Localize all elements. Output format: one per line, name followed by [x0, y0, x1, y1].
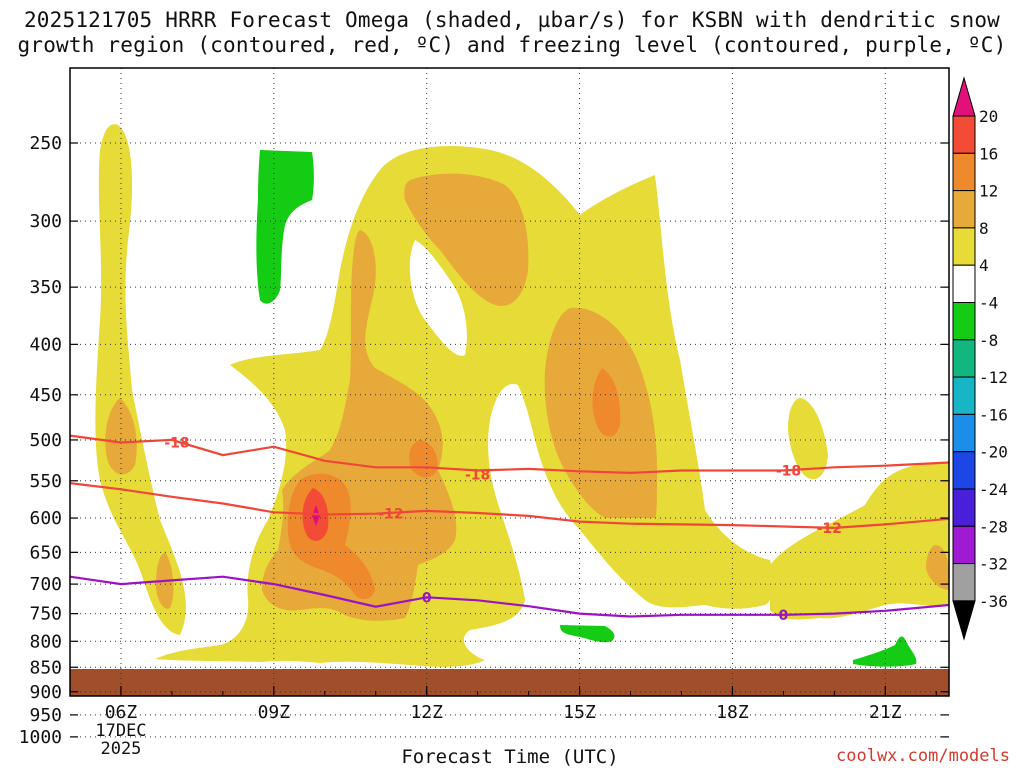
x-tick-label-18Z: 18Z — [716, 702, 749, 723]
y-tick-label-250: 250 — [29, 133, 62, 154]
y-tick-label-450: 450 — [29, 385, 62, 406]
omega-area-orange-right — [592, 368, 621, 437]
isotherm-label--18: -18 — [164, 436, 189, 452]
x-tick-sublabel-0: 17DEC — [95, 721, 146, 741]
omega-area-yellow-right-lower — [770, 462, 949, 620]
contour-lines — [70, 434, 949, 618]
isotherm-label--18: -18 — [776, 464, 801, 480]
plot-frame — [69, 67, 950, 697]
omega-area-magenta — [312, 505, 320, 526]
colorbar-band — [952, 115, 976, 154]
y-axis: 250 300 350 400 450 500 550 600 650 700 750 800 850 9… — [19, 133, 949, 748]
colorbar-label: -32 — [979, 555, 1008, 574]
colorbar-label: -20 — [979, 443, 1008, 462]
colorbar-label: -8 — [979, 331, 998, 350]
omega-area-yellow-left-column — [95, 124, 186, 636]
chart-title-line2: growth region (contoured, red, ºC) and f… — [17, 33, 1007, 57]
isotherm-label-0: 0 — [779, 608, 789, 624]
colorbar: 20 16 12 8 4 -4 -8 -12 -16 -20 -24 -28 -32 -36 — [952, 76, 1008, 641]
omega-shading — [70, 124, 949, 696]
y-tick-label-800: 800 — [29, 631, 62, 652]
x-tick-label-06Z: 06Z — [105, 702, 138, 723]
y-tick-label-1000: 1000 — [19, 727, 62, 748]
isotherm-line--12-1 — [70, 482, 949, 530]
colorbar-label: -4 — [979, 294, 998, 313]
isotherm-label--12: -12 — [378, 507, 403, 523]
ground-surface — [70, 669, 949, 696]
y-tick-label-900: 900 — [29, 682, 62, 703]
y-tick-label-650: 650 — [29, 542, 62, 563]
chart-title-line1: 2025121705 HRRR Forecast Omega (shaded, … — [23, 8, 1001, 32]
x-tick-label-15Z: 15Z — [563, 702, 596, 723]
colorbar-label: 8 — [979, 219, 989, 238]
omega-area-tan-top — [404, 173, 529, 306]
colorbar-band — [952, 563, 976, 602]
omega-area-green-bottom-right — [853, 636, 917, 667]
colorbar-label: 12 — [979, 182, 998, 201]
colorbar-band — [952, 190, 976, 229]
colorbar-label: -24 — [979, 480, 1008, 499]
colorbar-band — [952, 376, 976, 415]
colorbar-label: 20 — [979, 107, 998, 126]
colorbar-label: -12 — [979, 368, 1008, 387]
colorbar-band — [952, 488, 976, 527]
omega-area-green-bottom-center — [560, 625, 615, 643]
colorbar-band — [952, 525, 976, 565]
colorbar-band — [952, 152, 976, 192]
y-tick-label-700: 700 — [29, 574, 62, 595]
colorbar-bottom-arrow — [952, 600, 976, 641]
colorbar-label: -16 — [979, 405, 1008, 424]
y-tick-label-300: 300 — [29, 211, 62, 232]
x-tick-label-12Z: 12Z — [410, 702, 443, 723]
y-tick-label-550: 550 — [29, 471, 62, 492]
isotherm-label--18: -18 — [465, 467, 490, 483]
isotherm-line--18-0 — [70, 434, 949, 475]
colorbar-band — [952, 227, 976, 266]
y-tick-label-750: 750 — [29, 604, 62, 625]
y-tick-label-500: 500 — [29, 430, 62, 451]
isotherm-label-0: 0 — [422, 590, 432, 606]
isotherm-label--12: -12 — [817, 521, 842, 537]
colorbar-band — [952, 451, 976, 490]
colorbar-label: 4 — [979, 256, 989, 275]
y-tick-label-350: 350 — [29, 277, 62, 298]
y-tick-label-850: 850 — [29, 657, 62, 678]
contour-labels: -18 -18 -18 -12 -12 0 0 — [164, 436, 842, 624]
x-tick-label-09Z: 09Z — [258, 702, 291, 723]
colorbar-band — [952, 413, 976, 453]
x-axis-title: Forecast Time (UTC) — [401, 746, 619, 768]
colorbar-top-arrow — [952, 76, 976, 117]
x-tick-label-21Z: 21Z — [869, 702, 902, 723]
x-tick-sublabel-1: 2025 — [100, 739, 141, 759]
isotherm-line-0-2 — [70, 575, 949, 618]
colorbar-label: 16 — [979, 144, 998, 163]
colorbar-label: -28 — [979, 517, 1008, 536]
y-tick-label-400: 400 — [29, 334, 62, 355]
colorbar-band — [952, 339, 976, 378]
credit-text: coolwx.com/models — [836, 746, 1010, 766]
omega-area-tan-far-right — [926, 545, 949, 590]
y-tick-label-950: 950 — [29, 705, 62, 726]
y-tick-label-600: 600 — [29, 508, 62, 529]
colorbar-band — [952, 264, 976, 304]
omega-area-yellow-small-right — [788, 398, 828, 480]
omega-area-tan-left — [105, 398, 137, 475]
colorbar-band — [952, 302, 976, 341]
omega-area-green-top — [256, 150, 314, 304]
colorbar-label: -36 — [979, 592, 1008, 611]
